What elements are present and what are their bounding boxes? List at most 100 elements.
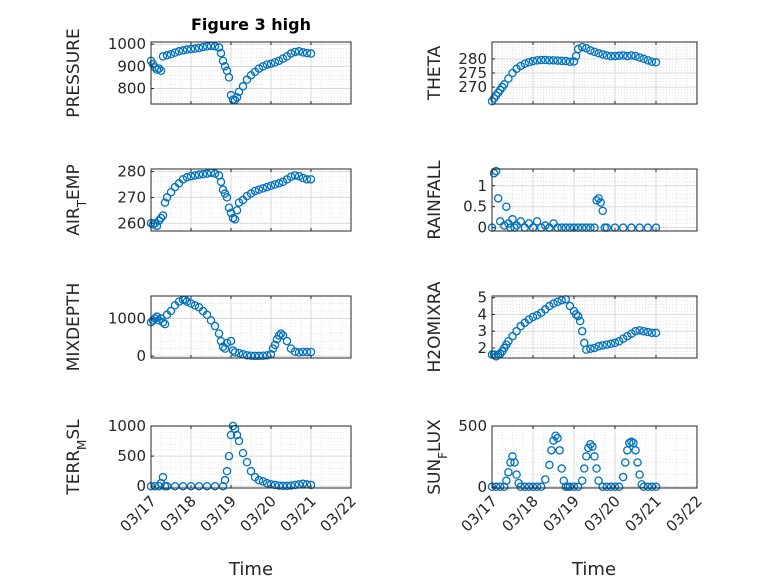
data-point-theta	[643, 56, 653, 65]
x-tick-label: 03/22	[663, 492, 706, 535]
y-tick-label: 1000	[108, 310, 146, 328]
y-axis-label-theta: THETA	[425, 45, 445, 101]
data-point-rainfall	[596, 198, 605, 207]
data-point-mixdepth	[206, 316, 216, 325]
data-point-theta	[618, 51, 628, 60]
data-point-mixdepth	[190, 301, 200, 310]
data-point-sun_flux	[602, 482, 612, 492]
data-point-theta	[532, 56, 542, 65]
data-point-terr_msl	[298, 479, 308, 489]
data-point-theta	[536, 55, 546, 65]
data-point-theta	[520, 59, 530, 68]
data-point-h2omixra	[647, 328, 657, 338]
data-point-theta	[647, 57, 657, 66]
data-point-theta	[623, 51, 632, 61]
data-point-sun_flux	[512, 470, 521, 479]
data-point-air_temp	[254, 185, 264, 194]
data-point-mixdepth	[182, 297, 192, 306]
data-point-pressure	[302, 48, 312, 58]
data-point-sun_flux	[592, 464, 601, 473]
data-point-sun_flux	[495, 482, 505, 492]
y-tick-label: 1	[477, 177, 487, 195]
y-tick-label: 270	[117, 188, 146, 206]
data-point-sun_flux	[577, 476, 587, 485]
data-point-pressure	[162, 51, 172, 60]
data-point-terr_msl	[306, 480, 316, 490]
data-point-mixdepth	[258, 351, 268, 360]
data-point-sun_flux	[528, 482, 538, 492]
data-point-mixdepth	[274, 331, 284, 340]
y-axis-label-mixdepth: MIXDEPTH	[64, 283, 84, 372]
data-point-rainfall	[508, 215, 517, 224]
data-point-pressure	[290, 47, 300, 57]
data-point-theta	[528, 56, 538, 66]
data-point-air_temp	[148, 220, 158, 229]
data-point-air_temp	[266, 181, 276, 191]
data-point-sun_flux	[557, 464, 566, 473]
data-point-h2omixra	[557, 295, 566, 305]
data-point-h2omixra	[508, 331, 517, 341]
data-point-terr_msl	[194, 481, 204, 491]
data-point-terr_msl	[278, 481, 288, 491]
y-tick-label: 1000	[108, 35, 146, 53]
data-point-h2omixra	[643, 327, 653, 337]
data-point-h2omixra	[577, 326, 587, 336]
data-point-sun_flux	[598, 482, 607, 492]
panel-air_temp: 260 270 280 AIRTEMP	[64, 163, 352, 236]
data-point-h2omixra	[575, 316, 585, 326]
data-point-pressure	[158, 52, 168, 61]
x-axis-label-right: Time	[571, 559, 616, 580]
data-point-theta	[553, 56, 562, 65]
data-point-theta	[569, 57, 579, 66]
data-point-air_temp	[302, 175, 312, 184]
data-point-mixdepth	[174, 297, 184, 306]
y-axis-label-pressure: PRESSURE	[64, 28, 84, 117]
data-point-pressure	[174, 47, 184, 56]
panel-mixdepth: 0 1000 MIXDEPTH	[64, 283, 352, 372]
data-point-mixdepth	[270, 340, 280, 350]
data-point-pressure	[190, 44, 200, 53]
data-point-pressure	[194, 43, 204, 53]
data-point-air_temp	[190, 171, 200, 180]
y-tick-label: 500	[458, 417, 487, 435]
data-point-h2omixra	[590, 343, 599, 353]
data-point-sun_flux	[582, 452, 591, 461]
data-point-theta	[573, 44, 583, 54]
data-point-theta	[614, 51, 624, 61]
x-tick-label: 03/17	[117, 492, 160, 535]
axes-box	[150, 41, 352, 105]
data-point-theta	[606, 51, 616, 61]
data-point-h2omixra	[573, 311, 583, 321]
data-point-mixdepth	[278, 331, 288, 340]
data-point-h2omixra	[565, 301, 575, 311]
data-point-air_temp	[230, 215, 240, 224]
data-point-terr_msl	[274, 481, 284, 490]
data-point-rainfall	[489, 168, 499, 178]
data-point-sun_flux	[631, 446, 640, 455]
data-point-terr_msl	[226, 430, 236, 440]
data-point-terr_msl	[262, 478, 272, 488]
data-point-h2omixra	[571, 310, 581, 319]
data-point-air_temp	[182, 173, 192, 182]
data-point-air_temp	[232, 206, 242, 215]
data-point-theta	[651, 58, 661, 67]
data-point-mixdepth	[186, 299, 196, 308]
data-point-pressure	[170, 48, 180, 57]
data-point-h2omixra	[635, 326, 644, 335]
data-point-sun_flux	[551, 431, 560, 440]
data-point-h2omixra	[606, 339, 616, 349]
data-point-sun_flux	[555, 446, 564, 455]
data-point-theta	[561, 56, 571, 66]
data-point-h2omixra	[586, 344, 595, 354]
y-tick-label: 260	[117, 214, 146, 232]
data-point-mixdepth	[250, 351, 260, 361]
data-point-mixdepth	[202, 310, 212, 320]
y-axis-label-rainfall: RAINFALL	[425, 160, 445, 240]
data-point-air_temp	[224, 203, 234, 212]
data-point-h2omixra	[639, 326, 648, 336]
data-point-air_temp	[210, 169, 220, 178]
x-tick-label: 03/18	[157, 492, 200, 535]
data-point-air_temp	[270, 180, 280, 189]
